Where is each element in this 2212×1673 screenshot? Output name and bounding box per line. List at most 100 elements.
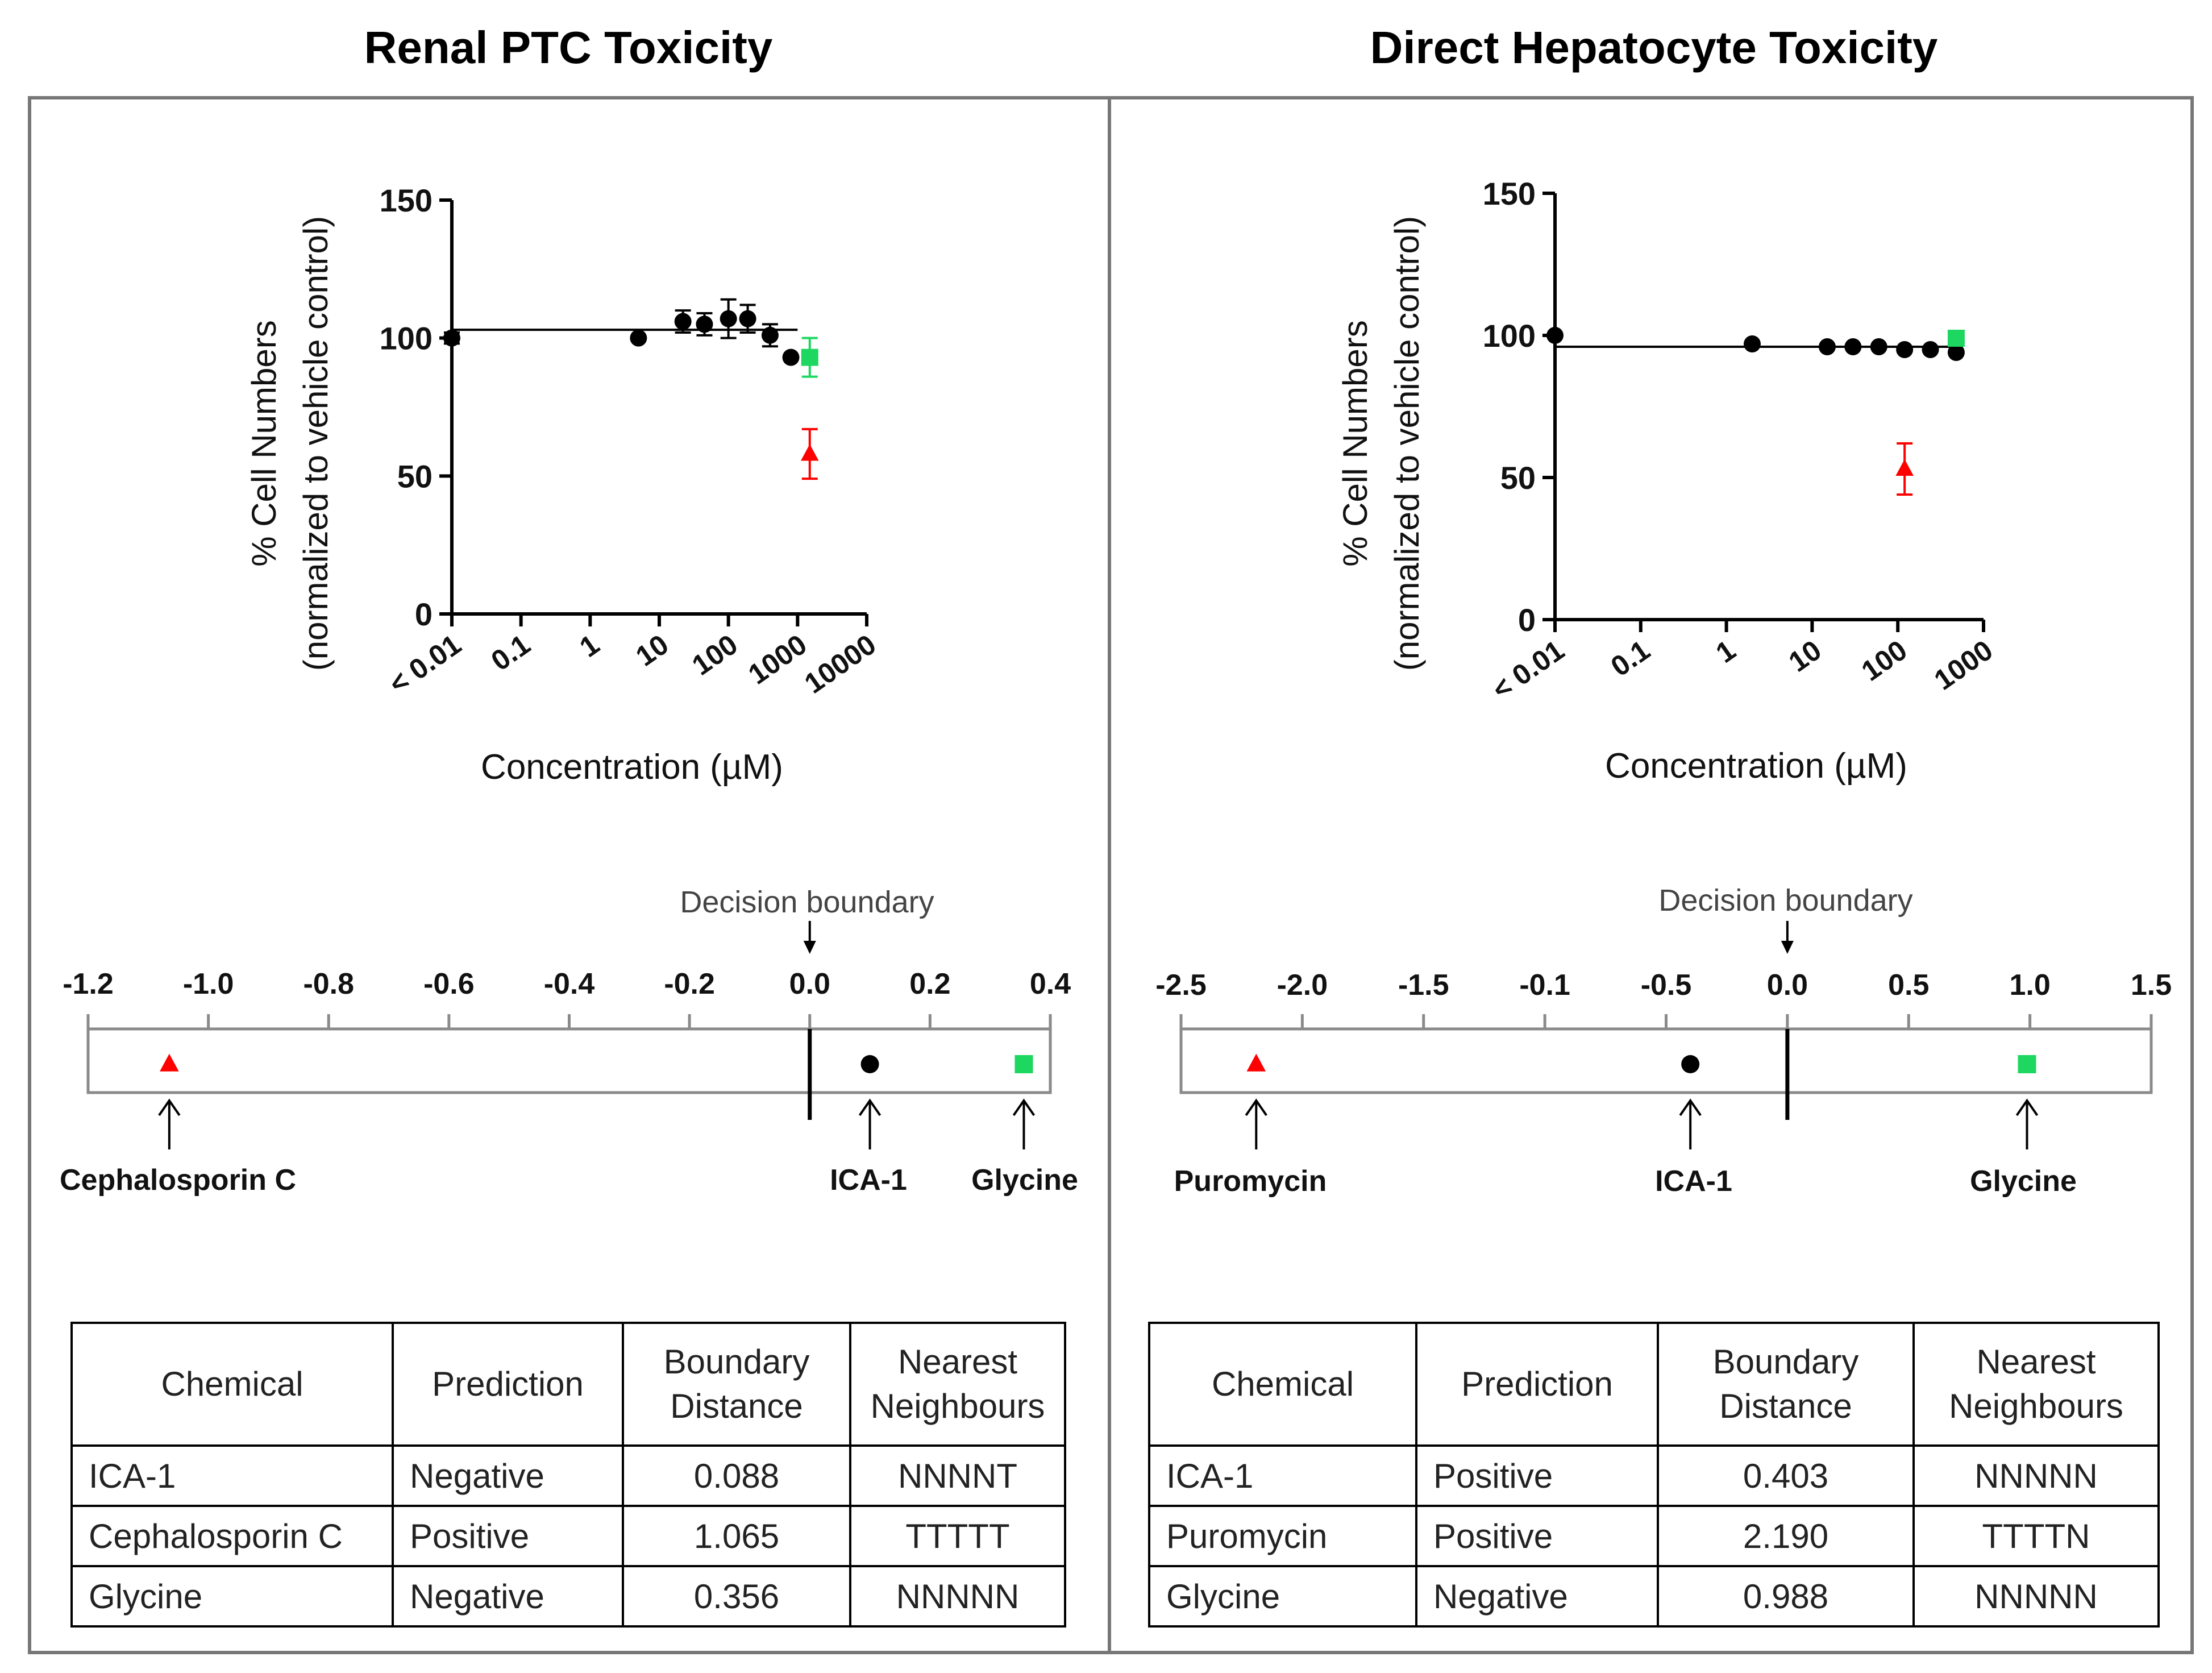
hepatocyte-y-tick-label: 100	[1483, 318, 1536, 354]
renal-axis-tick-label: -0.8	[303, 968, 354, 1001]
panel-title-hepatocyte: Direct Hepatocyte Toxicity	[1370, 22, 1938, 73]
hepatocyte-x-tick-label: 1	[1710, 634, 1741, 669]
hepatocyte-axis-tick-label: 0.0	[1767, 969, 1808, 1002]
cell-prediction: Negative	[1415, 1565, 1659, 1628]
renal-pointer-head	[1012, 1098, 1036, 1116]
col-header-prediction: Prediction	[392, 1322, 624, 1447]
renal-x-tick-label: 10	[630, 628, 675, 672]
hepatocyte-x-tick-label: 10	[1783, 634, 1827, 678]
renal-axis-box	[86, 1027, 1052, 1094]
cell-nearest-neighbours: NNNNN	[849, 1565, 1066, 1628]
renal-point-ica-1	[630, 329, 647, 347]
renal-x-tick-label: 1000	[742, 628, 812, 691]
hepatocyte-y-tick-label: 50	[1500, 460, 1536, 496]
renal-label-glycine: Glycine	[971, 1164, 1078, 1197]
renal-point-ica-1	[782, 348, 800, 366]
table-row: Glycine Negative 0.356 NNNNN	[70, 1565, 1066, 1628]
hepatocyte-pointer-head	[1679, 1098, 1702, 1116]
hepatocyte-pointer-head	[1245, 1098, 1267, 1116]
table-row: Glycine Negative 0.988 NNNNN	[1148, 1565, 2160, 1628]
hepatocyte-x-tick-label: 1000	[1928, 634, 1998, 696]
table-row: Cephalosporin C Positive 1.065 TTTTT	[70, 1505, 1066, 1567]
panel-title-renal: Renal PTC Toxicity	[364, 22, 773, 73]
hepatocyte-axis-box	[1179, 1027, 2153, 1094]
hepatocyte-point-ica-1	[1870, 338, 1887, 355]
hepatocyte-label-ica1: ICA-1	[1655, 1165, 1732, 1198]
hepatocyte-y-tick-label: 0	[1518, 602, 1536, 638]
hepatocyte-axis-point-glycine	[2018, 1055, 2036, 1073]
renal-axis-point-ica-1	[860, 1055, 879, 1073]
table-row: Puromycin Positive 2.190 TTTTN	[1148, 1505, 2160, 1567]
renal-x-tick-label: 1	[574, 628, 605, 663]
hepatocyte-axis-tick-label: -2.0	[1277, 969, 1328, 1002]
renal-x-tick-label: 0.1	[485, 628, 536, 677]
cell-chemical: Glycine	[1148, 1565, 1417, 1628]
hepatocyte-label-glycine: Glycine	[1970, 1165, 2077, 1198]
cell-nearest-neighbours: NNNNN	[1912, 1565, 2160, 1628]
hepatocyte-axis-point-ica-1	[1681, 1055, 1700, 1073]
renal-y-tick-label: 0	[415, 596, 433, 632]
renal-y-tick-label: 100	[380, 321, 433, 356]
hepatocyte-point-ica-1	[1922, 341, 1939, 358]
col-header-chemical: Chemical	[1148, 1322, 1417, 1447]
hepatocyte-axis-tick-label: -0.1	[1519, 969, 1570, 1002]
renal-x-tick-label: < 0.01	[383, 628, 467, 700]
renal-x-label: Concentration (µM)	[481, 748, 783, 787]
hepatocyte-x-tick-label: < 0.01	[1486, 634, 1570, 705]
renal-point-cephalosporin-c	[801, 444, 819, 461]
hepatocyte-pointer-head	[2015, 1098, 2039, 1116]
cell-prediction: Positive	[392, 1505, 624, 1567]
hepatocyte-axis-tick-label: 0.5	[1888, 969, 1929, 1002]
cell-prediction: Negative	[392, 1565, 624, 1628]
renal-y-label: % Cell Numbers	[245, 320, 283, 566]
cell-boundary-distance: 0.403	[1657, 1444, 1915, 1507]
hepatocyte-point-glycine	[1947, 330, 1965, 347]
hepatocyte-chart: % Cell Numbers (normalized to vehicle co…	[1336, 176, 1998, 786]
hepatocyte-point-ica-1	[1743, 335, 1761, 352]
renal-point-glycine	[801, 348, 818, 366]
cell-nearest-neighbours: NNNNT	[849, 1444, 1066, 1507]
renal-point-ica-1	[739, 310, 756, 327]
cell-chemical: ICA-1	[70, 1444, 394, 1507]
hepatocyte-point-ica-1	[1546, 327, 1564, 344]
hepatocyte-axis-tick-label: 1.5	[2131, 969, 2172, 1002]
renal-axis-tick-label: 0.2	[909, 968, 950, 1001]
hepatocyte-x-label: Concentration (µM)	[1605, 746, 1907, 786]
cell-chemical: Glycine	[70, 1565, 394, 1628]
table-header-row: Chemical Prediction Boundary Distance Ne…	[1148, 1322, 2160, 1447]
cell-boundary-distance: 0.988	[1657, 1565, 1915, 1628]
renal-y-label-sub: (normalized to vehicle control)	[297, 216, 335, 671]
cell-nearest-neighbours: NNNNN	[1912, 1444, 2160, 1507]
col-header-nearest-neighbours: Nearest Neighbours	[849, 1322, 1066, 1447]
col-header-chemical: Chemical	[70, 1322, 394, 1447]
hepatocyte-y-label: % Cell Numbers	[1336, 320, 1374, 566]
col-header-boundary-distance: Boundary Distance	[1657, 1322, 1915, 1447]
renal-axis-tick-label: -0.6	[423, 968, 475, 1001]
renal-boundary-arrow-head	[803, 941, 816, 954]
col-header-prediction: Prediction	[1415, 1322, 1659, 1447]
cell-prediction: Positive	[1415, 1505, 1659, 1567]
cell-boundary-distance: 0.356	[622, 1565, 851, 1628]
renal-decision-label: Decision boundary	[680, 885, 934, 919]
renal-axis-tick-label: -0.4	[544, 968, 595, 1001]
hepatocyte-axis-tick-label: -1.5	[1398, 969, 1449, 1002]
renal-axis-tick-label: 0.0	[789, 968, 830, 1001]
renal-x-tick-label: 10000	[799, 628, 882, 700]
hepatocyte-point-ica-1	[1947, 344, 1965, 361]
hepatocyte-axis-tick-label: -2.5	[1155, 969, 1207, 1002]
renal-axis-tick-label: -0.2	[664, 968, 715, 1001]
cell-nearest-neighbours: TTTTT	[849, 1505, 1066, 1567]
cell-chemical: Puromycin	[1148, 1505, 1417, 1567]
renal-pointer-head	[158, 1098, 181, 1116]
renal-label-cephalosporin: Cephalosporin C	[60, 1164, 296, 1197]
cell-boundary-distance: 0.088	[622, 1444, 851, 1507]
hepatocyte-axis-tick-label: 1.0	[2009, 969, 2050, 1002]
renal-axis-tick-label: -1.2	[63, 968, 114, 1001]
cell-chemical: Cephalosporin C	[70, 1505, 394, 1567]
hepatocyte-x-tick-label: 0.1	[1605, 634, 1656, 683]
table-row: ICA-1 Negative 0.088 NNNNT	[70, 1444, 1066, 1507]
renal-axis-tick-label: 0.4	[1030, 968, 1071, 1001]
renal-axis-point-cephalosporin-c	[160, 1053, 179, 1072]
renal-point-ica-1	[674, 313, 692, 330]
